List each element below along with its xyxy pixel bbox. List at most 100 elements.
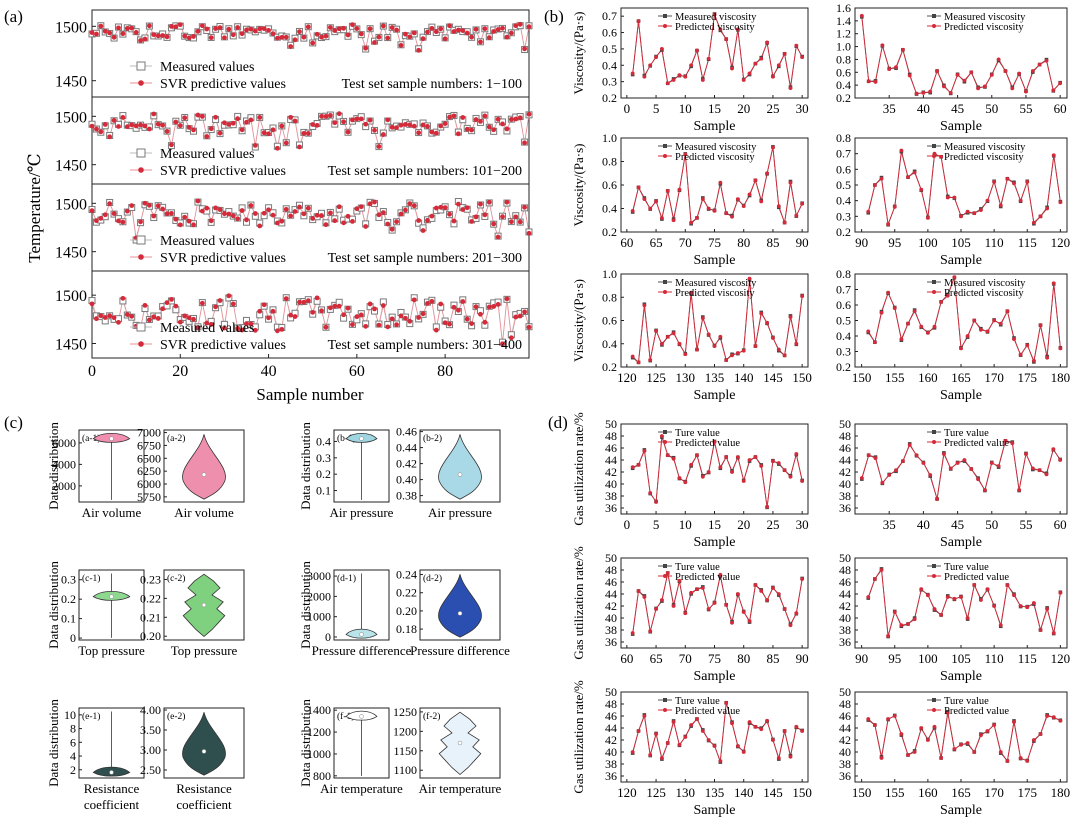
predicted-point <box>460 207 466 212</box>
y-tick-label: 48 <box>839 697 851 711</box>
predicted-point <box>747 71 752 76</box>
predicted-point <box>747 276 752 281</box>
predicted-line <box>632 702 803 762</box>
predicted-point <box>398 42 404 48</box>
y-tick-label: 1200 <box>307 725 331 739</box>
predicted-point <box>460 28 466 34</box>
predicted-point <box>327 113 333 118</box>
predicted-point <box>776 347 781 352</box>
predicted-point <box>700 197 705 202</box>
predicted-point <box>724 211 729 216</box>
predicted-point <box>235 25 241 30</box>
predicted-point <box>1031 601 1036 605</box>
predicted-point <box>500 121 505 127</box>
predicted-point <box>310 309 316 315</box>
violin-median <box>359 632 364 637</box>
violin-label: Top pressure <box>171 643 238 658</box>
predicted-point <box>376 212 382 218</box>
predicted-point <box>912 309 917 314</box>
y-tick-label: 800 <box>313 769 331 783</box>
legend-measured: Measured viscosity <box>675 12 757 23</box>
predicted-line <box>632 278 803 364</box>
predicted-point <box>683 152 688 157</box>
predicted-point <box>186 125 192 130</box>
predicted-point <box>239 127 245 133</box>
x-tick-label: 65 <box>650 235 663 250</box>
predicted-point <box>433 205 439 211</box>
predicted-point <box>129 203 135 208</box>
predicted-line <box>867 150 1061 226</box>
panel-a-ylabel: Temperature/℃ <box>25 153 44 262</box>
predicted-point <box>111 315 117 321</box>
y-tick-label: 5750 <box>137 490 161 504</box>
legend-marker-measured <box>932 280 936 284</box>
predicted-point <box>965 334 970 338</box>
violin-median <box>457 472 463 477</box>
predicted-point <box>735 27 740 32</box>
predicted-point <box>407 122 413 128</box>
predicted-point <box>925 216 930 220</box>
y-tick-label: 38 <box>605 757 617 771</box>
predicted-point <box>191 222 196 228</box>
predicted-point <box>429 298 435 304</box>
legend-marker-measured <box>663 430 667 434</box>
predicted-point <box>323 114 329 119</box>
predicted-point <box>1003 69 1008 73</box>
predicted-point <box>208 322 214 327</box>
panel-d-xlabel: Sample <box>940 803 982 818</box>
predicted-point <box>899 337 904 341</box>
predicted-point <box>1024 452 1028 456</box>
predicted-point <box>939 756 944 760</box>
predicted-point <box>759 589 764 593</box>
panel-c-ylabel: Data distribution <box>46 422 61 510</box>
predicted-point <box>959 214 963 219</box>
legend-marker-predicted <box>932 574 936 578</box>
predicted-point <box>244 119 249 125</box>
y-tick-label: 1.2 <box>836 27 851 41</box>
x-tick-label: 90 <box>796 235 809 250</box>
predicted-point <box>1045 714 1050 718</box>
predicted-point <box>120 115 126 120</box>
y-tick-label: 46 <box>839 441 851 455</box>
y-tick-label: 0.6 <box>602 314 617 328</box>
x-tick-label: 60 <box>1054 517 1067 532</box>
predicted-point <box>89 30 95 35</box>
x-tick-label: 80 <box>737 235 750 250</box>
legend-marker-predicted <box>932 24 936 28</box>
predicted-point <box>124 124 130 130</box>
x-tick-label: 15 <box>708 517 721 532</box>
predicted-point <box>217 207 223 212</box>
predicted-point <box>398 122 404 128</box>
legend-marker-measured <box>136 61 146 71</box>
predicted-point <box>771 336 775 340</box>
panel-d-xlabel: Sample <box>940 669 982 684</box>
predicted-point <box>380 303 386 308</box>
legend-measured: Ture value <box>944 562 989 573</box>
predicted-point <box>169 142 174 148</box>
predicted-point <box>305 24 311 30</box>
predicted-point <box>526 230 532 236</box>
predicted-point <box>385 324 391 330</box>
y-tick-label: 40 <box>839 745 851 759</box>
predicted-point <box>345 305 351 311</box>
predicted-point <box>252 143 258 148</box>
violin-plot: 0.3 0.2 0.1 0 (c-1) Top pressure <box>61 569 145 658</box>
predicted-point <box>464 126 470 132</box>
predicted-point <box>367 201 373 207</box>
predicted-point <box>776 63 781 68</box>
predicted-point <box>976 477 980 482</box>
legend-measured: Measured viscosity <box>675 278 757 289</box>
violin-frame <box>78 429 145 503</box>
predicted-point <box>297 299 302 305</box>
x-tick-label: 70 <box>679 651 692 666</box>
violin-median <box>109 594 114 599</box>
legend-measured: Measured viscosity <box>675 142 757 153</box>
predicted-point <box>989 461 994 465</box>
predicted-point <box>495 302 501 307</box>
predicted-point <box>1051 88 1056 93</box>
violin-median <box>359 436 364 441</box>
legend-measured: Measured viscosity <box>944 142 1026 153</box>
predicted-point <box>213 26 218 31</box>
predicted-point <box>517 313 523 319</box>
predicted-point <box>919 587 924 592</box>
